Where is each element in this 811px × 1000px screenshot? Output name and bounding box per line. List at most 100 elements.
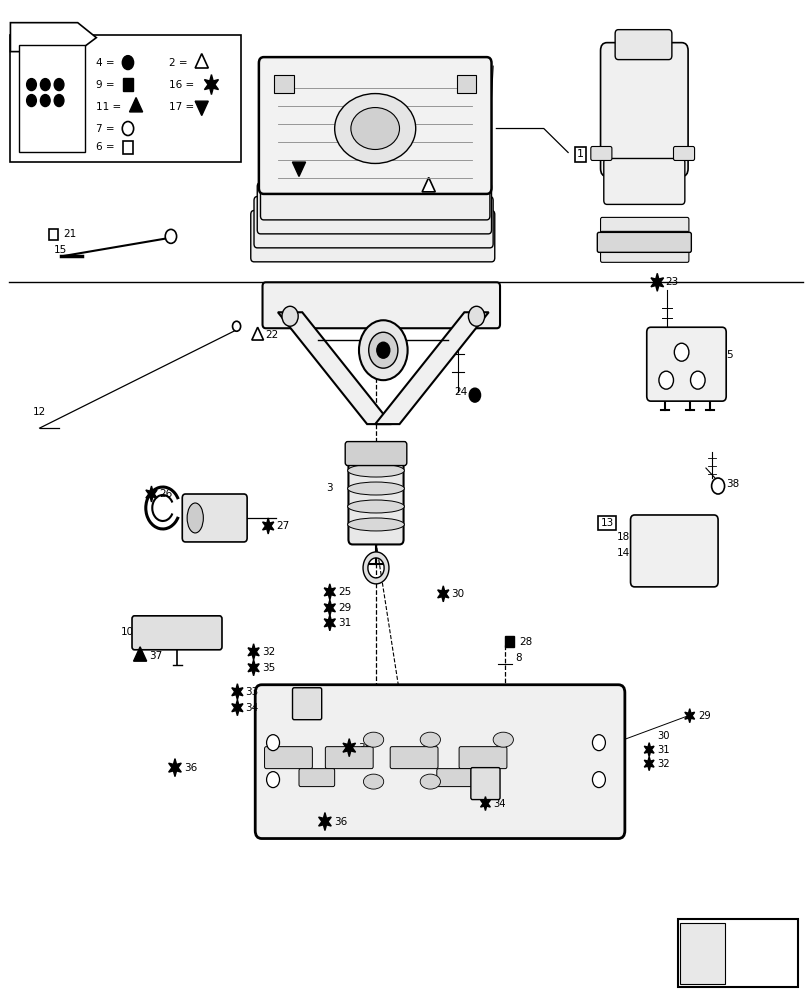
Text: 15: 15 [54, 245, 67, 255]
Circle shape [122, 122, 134, 136]
Polygon shape [375, 312, 488, 424]
Polygon shape [231, 684, 242, 700]
Text: 27: 27 [276, 521, 290, 531]
Text: 2 =: 2 = [169, 58, 187, 68]
Circle shape [673, 343, 688, 361]
Circle shape [54, 95, 64, 107]
Polygon shape [11, 23, 97, 52]
Polygon shape [480, 797, 490, 811]
FancyBboxPatch shape [470, 768, 500, 800]
Text: 25: 25 [337, 587, 350, 597]
Polygon shape [195, 101, 208, 116]
Polygon shape [262, 518, 273, 534]
FancyBboxPatch shape [603, 158, 684, 204]
Bar [679, 923, 723, 984]
Polygon shape [324, 600, 335, 616]
Text: 30: 30 [451, 589, 464, 599]
Text: 19: 19 [307, 162, 320, 172]
Text: 32: 32 [261, 647, 275, 657]
Text: 28: 28 [519, 637, 532, 647]
Ellipse shape [347, 464, 404, 477]
Text: 29: 29 [337, 603, 350, 613]
Text: 36: 36 [183, 763, 197, 773]
Ellipse shape [347, 482, 404, 495]
FancyBboxPatch shape [600, 245, 688, 262]
Polygon shape [169, 759, 181, 777]
Circle shape [281, 306, 298, 326]
Polygon shape [422, 177, 435, 192]
Text: 4 =: 4 = [96, 58, 114, 68]
Text: KIT: KIT [61, 103, 76, 112]
Text: 24: 24 [454, 387, 467, 397]
Text: 7 =: 7 = [96, 124, 114, 134]
Text: KIT: KIT [28, 103, 43, 112]
Ellipse shape [419, 732, 440, 747]
FancyBboxPatch shape [590, 146, 611, 160]
Polygon shape [684, 709, 693, 723]
FancyBboxPatch shape [348, 450, 403, 544]
Polygon shape [437, 586, 448, 602]
FancyBboxPatch shape [251, 211, 494, 262]
Text: 20: 20 [404, 183, 417, 193]
Text: 10: 10 [121, 627, 134, 637]
Bar [504, 636, 513, 647]
Bar [19, 45, 85, 152]
FancyBboxPatch shape [600, 217, 688, 234]
Text: 29: 29 [697, 711, 710, 721]
FancyBboxPatch shape [254, 197, 492, 248]
Circle shape [710, 478, 723, 494]
Bar [122, 141, 133, 154]
FancyBboxPatch shape [292, 688, 321, 720]
Polygon shape [247, 660, 259, 676]
FancyBboxPatch shape [257, 183, 491, 234]
Ellipse shape [419, 774, 440, 789]
Polygon shape [146, 486, 157, 502]
Circle shape [165, 229, 176, 243]
Circle shape [658, 371, 672, 389]
Polygon shape [324, 584, 335, 600]
FancyBboxPatch shape [260, 169, 489, 220]
Text: 1: 1 [576, 149, 583, 159]
Circle shape [368, 332, 397, 368]
Polygon shape [650, 273, 663, 291]
Text: 13: 13 [599, 518, 613, 528]
Circle shape [54, 79, 64, 91]
Text: 23: 23 [664, 277, 678, 287]
FancyBboxPatch shape [255, 685, 624, 839]
Polygon shape [247, 644, 259, 660]
Circle shape [469, 388, 480, 402]
FancyBboxPatch shape [597, 232, 690, 252]
FancyBboxPatch shape [262, 282, 500, 328]
Text: 16 =: 16 = [169, 80, 195, 90]
Ellipse shape [363, 732, 384, 747]
Circle shape [592, 735, 605, 751]
Text: 31: 31 [656, 745, 669, 755]
FancyBboxPatch shape [264, 747, 312, 769]
Text: 6 =: 6 = [96, 142, 114, 152]
Text: 3: 3 [326, 483, 333, 493]
Polygon shape [277, 312, 391, 424]
Text: 34: 34 [493, 799, 505, 809]
Circle shape [689, 371, 704, 389]
Text: 8: 8 [515, 653, 521, 663]
Circle shape [41, 95, 50, 107]
FancyBboxPatch shape [259, 57, 491, 194]
Circle shape [376, 342, 389, 358]
Text: 33: 33 [245, 687, 259, 697]
FancyBboxPatch shape [630, 515, 717, 587]
Bar [49, 229, 58, 240]
Text: 34: 34 [245, 703, 259, 713]
Text: 18: 18 [616, 532, 629, 542]
Ellipse shape [363, 774, 384, 789]
Polygon shape [342, 739, 355, 757]
Circle shape [27, 79, 36, 91]
Text: 32: 32 [656, 759, 669, 769]
Circle shape [468, 306, 484, 326]
Text: 31: 31 [337, 618, 350, 628]
Polygon shape [195, 54, 208, 68]
Circle shape [358, 320, 407, 380]
Text: 35: 35 [358, 743, 371, 753]
FancyBboxPatch shape [600, 231, 688, 248]
FancyBboxPatch shape [298, 769, 334, 787]
Polygon shape [204, 75, 218, 95]
